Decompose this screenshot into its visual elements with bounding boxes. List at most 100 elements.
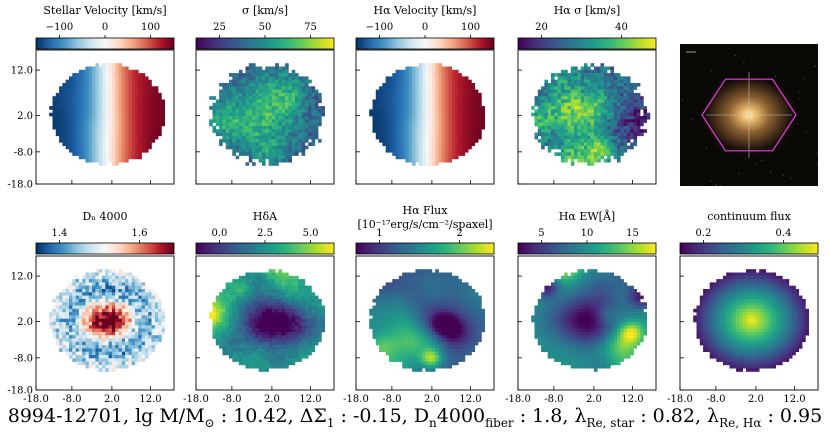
map-pixel bbox=[115, 63, 119, 67]
map-pixel bbox=[222, 325, 226, 329]
map-pixel bbox=[115, 315, 119, 319]
map-pixel bbox=[55, 338, 60, 343]
map-pixel bbox=[161, 109, 165, 113]
map-pixel bbox=[422, 132, 426, 137]
map-pixel bbox=[105, 355, 109, 359]
map-pixel bbox=[557, 83, 562, 87]
map-pixel bbox=[65, 292, 70, 296]
map-pixel bbox=[422, 86, 426, 90]
map-pixel bbox=[121, 355, 126, 359]
map-pixel bbox=[435, 79, 439, 84]
map-pixel bbox=[138, 295, 142, 300]
map-pixel bbox=[304, 322, 309, 326]
map-pixel bbox=[304, 76, 309, 80]
map-pixel bbox=[255, 272, 259, 277]
map-pixel bbox=[301, 331, 306, 336]
map-pixel bbox=[278, 92, 283, 97]
map-pixel bbox=[69, 129, 73, 133]
map-pixel bbox=[219, 308, 223, 313]
map-pixel bbox=[212, 312, 217, 316]
map-pixel bbox=[212, 335, 217, 339]
map-pixel bbox=[219, 322, 223, 326]
map-pixel bbox=[141, 125, 146, 130]
map-pixel bbox=[95, 73, 99, 77]
map-pixel bbox=[141, 305, 146, 310]
map-pixel bbox=[458, 89, 462, 94]
map-pixel bbox=[111, 86, 116, 90]
map-pixel bbox=[252, 272, 256, 277]
map-pixel bbox=[597, 139, 601, 143]
map-pixel bbox=[255, 109, 259, 113]
ifu-hexagon bbox=[701, 78, 797, 152]
map-pixel bbox=[570, 86, 575, 90]
map-pixel bbox=[105, 89, 109, 94]
map-pixel bbox=[304, 106, 309, 110]
map-pixel bbox=[567, 102, 572, 107]
map-pixel bbox=[587, 73, 591, 77]
map-pixel bbox=[255, 122, 259, 127]
map-pixel bbox=[125, 348, 129, 352]
map-pixel bbox=[438, 63, 443, 67]
map-pixel bbox=[271, 89, 276, 94]
map-pixel bbox=[379, 86, 383, 90]
map-pixel bbox=[55, 96, 60, 100]
map-pixel bbox=[275, 66, 279, 71]
map-pixel bbox=[72, 89, 76, 94]
map-pixel bbox=[298, 83, 302, 87]
map-pixel bbox=[281, 73, 286, 77]
map-pixel bbox=[95, 351, 99, 356]
map-pixel bbox=[144, 139, 149, 143]
map-pixel bbox=[461, 139, 466, 143]
map-pixel bbox=[148, 135, 152, 140]
map-pixel bbox=[225, 298, 230, 303]
map-pixel bbox=[229, 328, 233, 333]
map-pixel bbox=[255, 335, 259, 339]
map-pixel bbox=[108, 298, 113, 303]
map-pixel bbox=[92, 358, 96, 362]
map-pixel bbox=[151, 119, 156, 123]
panel-frame bbox=[35, 255, 175, 391]
map-pixel bbox=[75, 318, 80, 323]
map-pixel bbox=[59, 305, 63, 310]
map-pixel bbox=[580, 69, 585, 74]
map-pixel bbox=[415, 132, 419, 137]
map-pixel bbox=[75, 289, 80, 293]
map-pixel bbox=[577, 86, 581, 90]
map-pixel bbox=[105, 142, 109, 146]
map-pixel bbox=[285, 328, 289, 333]
map-pixel bbox=[219, 315, 223, 319]
map-pixel bbox=[258, 295, 263, 300]
map-pixel bbox=[148, 139, 152, 143]
map-pixel bbox=[471, 83, 476, 87]
map-pixel bbox=[458, 86, 462, 90]
map-pixel bbox=[255, 79, 259, 84]
map-pixel bbox=[138, 119, 142, 123]
map-pixel bbox=[255, 292, 259, 296]
map-pixel bbox=[308, 322, 312, 326]
background-star bbox=[774, 75, 776, 77]
map-pixel bbox=[577, 155, 581, 160]
map-pixel bbox=[238, 76, 243, 80]
map-pixel bbox=[620, 119, 624, 123]
map-pixel bbox=[597, 73, 601, 77]
map-pixel bbox=[78, 99, 83, 104]
map-pixel bbox=[265, 92, 269, 97]
map-pixel bbox=[222, 312, 226, 316]
map-pixel bbox=[59, 348, 63, 352]
map-pixel bbox=[158, 335, 162, 339]
map-pixel bbox=[69, 302, 73, 306]
map-pixel bbox=[118, 305, 123, 310]
x-tick-label: 2.0 bbox=[104, 394, 120, 405]
map-pixel bbox=[85, 155, 90, 160]
map-pixel bbox=[560, 96, 565, 100]
map-pixel bbox=[125, 92, 129, 97]
map-pixel bbox=[78, 112, 83, 117]
map-pixel bbox=[385, 76, 390, 80]
map-pixel bbox=[551, 116, 555, 120]
map-pixel bbox=[298, 295, 302, 300]
map-pixel bbox=[590, 89, 595, 94]
map-pixel bbox=[69, 338, 73, 343]
map-pixel bbox=[102, 125, 106, 130]
map-pixel bbox=[144, 295, 149, 300]
map-pixel bbox=[75, 341, 80, 346]
